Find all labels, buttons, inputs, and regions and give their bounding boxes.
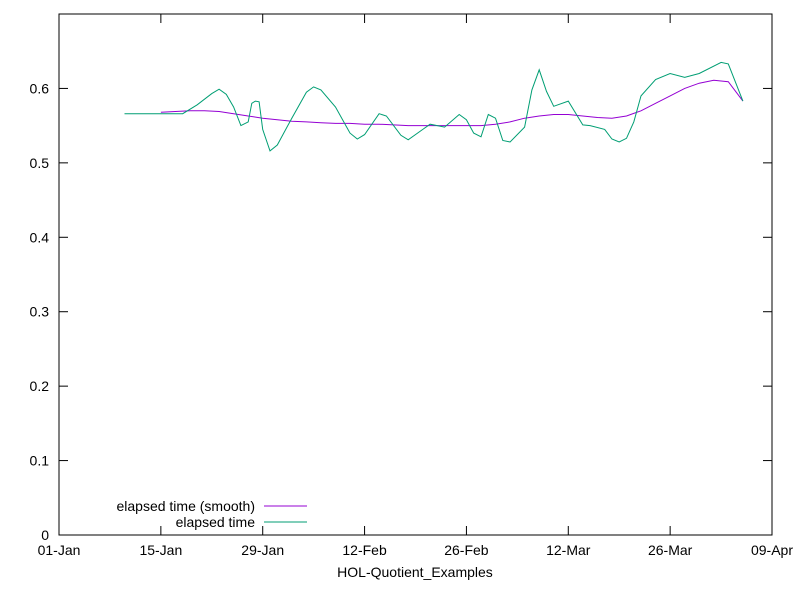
x-tick-label: 12-Feb xyxy=(342,542,387,558)
y-tick-label: 0.6 xyxy=(30,80,50,96)
legend: elapsed time (smooth)elapsed time xyxy=(116,498,307,530)
x-tick-label: 09-Apr xyxy=(751,542,793,558)
x-tick-label: 26-Feb xyxy=(444,542,489,558)
series-line-elapsed xyxy=(124,61,744,152)
x-axis-label: HOL-Quotient_Examples xyxy=(337,564,493,580)
series-layer xyxy=(124,61,744,152)
y-tick-label: 0.4 xyxy=(30,229,50,245)
legend-label: elapsed time xyxy=(176,514,256,530)
y-tick-label: 0.2 xyxy=(30,378,50,394)
x-tick-label: 01-Jan xyxy=(38,542,81,558)
y-tick-label: 0.3 xyxy=(30,304,50,320)
y-tick-label: 0.1 xyxy=(30,453,50,469)
series-line-smooth xyxy=(160,79,744,127)
legend-label: elapsed time (smooth) xyxy=(116,498,255,514)
x-tick-label: 12-Mar xyxy=(546,542,591,558)
x-axis: 01-Jan 15-Jan 29-Jan 12-Feb 26-Feb 12-Mar 26-M… xyxy=(38,14,793,558)
y-tick-label: 0.5 xyxy=(30,155,50,171)
x-tick-label: 15-Jan xyxy=(139,542,182,558)
x-tick-label: 29-Jan xyxy=(241,542,284,558)
x-tick-label: 26-Mar xyxy=(648,542,693,558)
y-tick-label: 0 xyxy=(41,527,49,543)
y-axis: 0 0.1 0.2 0.3 0.4 0.5 0.6 xyxy=(30,80,772,543)
plot-frame xyxy=(58,13,773,536)
